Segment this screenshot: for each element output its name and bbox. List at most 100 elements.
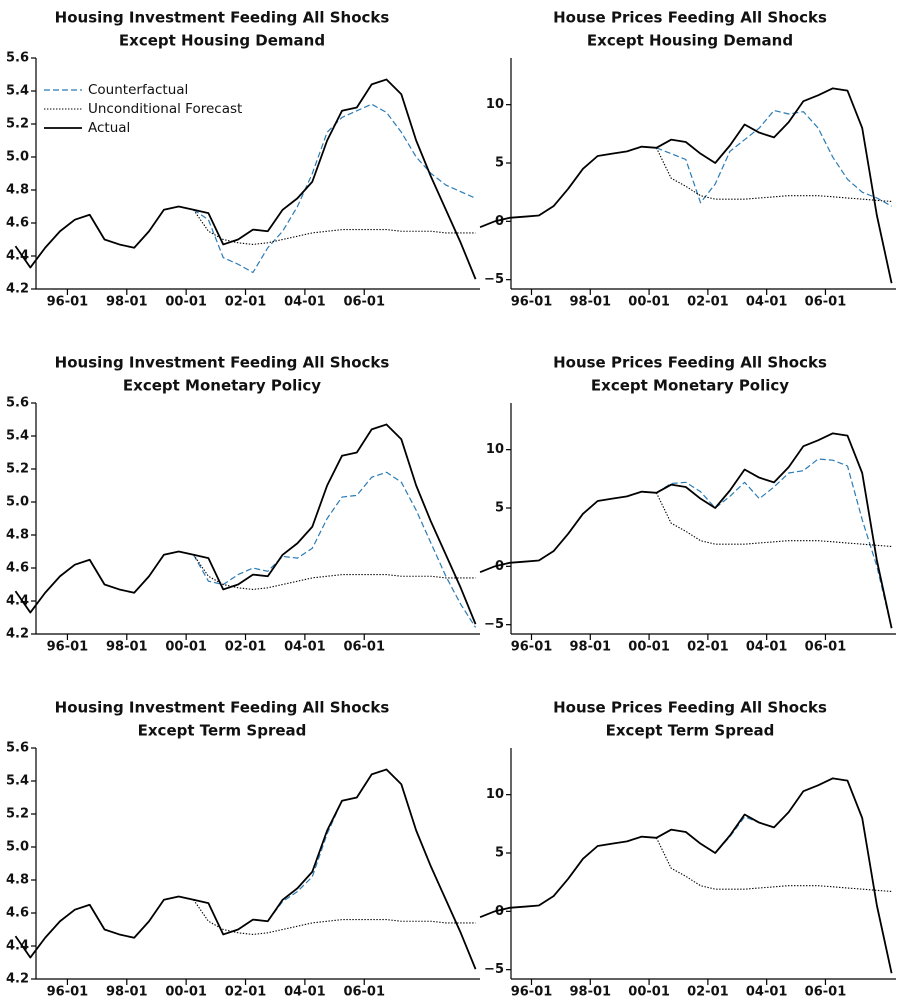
y-tick-label: 5.6 bbox=[6, 741, 29, 756]
series-line bbox=[479, 777, 893, 974]
y-tick-label: 5.0 bbox=[6, 840, 29, 855]
x-tick-label: 00-01 bbox=[628, 640, 670, 655]
legend-label: Counterfactual bbox=[88, 82, 188, 98]
series-line bbox=[193, 209, 476, 245]
x-tick-label: 96-01 bbox=[511, 295, 553, 310]
series-line bbox=[656, 777, 893, 974]
legend-label: Actual bbox=[88, 120, 130, 136]
x-tick-label: 02-01 bbox=[687, 640, 729, 655]
y-tick-label: 5.0 bbox=[6, 150, 29, 165]
panel-title: House Prices Feeding All Shocks bbox=[553, 354, 827, 372]
panel: House Prices Feeding All Shocks Except Mo… bbox=[479, 354, 896, 655]
panel-subtitle: Except Housing Demand bbox=[119, 32, 325, 50]
x-tick-label: 06-01 bbox=[343, 640, 385, 655]
y-tick-label: 5.2 bbox=[6, 807, 29, 822]
x-tick-label: 00-01 bbox=[165, 640, 207, 655]
panel: Housing Investment Feeding All Shocks Exc… bbox=[6, 354, 480, 655]
y-tick-label: 4.8 bbox=[6, 873, 29, 888]
panel-title: Housing Investment Feeding All Shocks bbox=[55, 699, 390, 717]
legend-label: Unconditional Forecast bbox=[88, 101, 242, 117]
y-tick-label: 4.4 bbox=[6, 939, 29, 954]
series-line bbox=[655, 147, 892, 203]
x-tick-label: 96-01 bbox=[47, 295, 89, 310]
x-tick-label: 04-01 bbox=[746, 640, 788, 655]
series-line bbox=[193, 103, 476, 274]
x-tick-label: 96-01 bbox=[47, 640, 89, 655]
y-tick-label: 4.4 bbox=[6, 594, 29, 609]
x-tick-label: 02-01 bbox=[225, 985, 267, 1000]
y-tick-label: 5 bbox=[495, 846, 504, 861]
series-line bbox=[656, 458, 893, 629]
x-tick-label: 00-01 bbox=[628, 295, 670, 310]
x-tick-label: 02-01 bbox=[225, 640, 267, 655]
y-tick-label: 5.6 bbox=[6, 396, 29, 411]
y-tick-label: 5.2 bbox=[6, 117, 29, 132]
x-tick-label: 00-01 bbox=[165, 985, 207, 1000]
series-line bbox=[193, 471, 477, 628]
series-line bbox=[656, 109, 892, 207]
x-tick-label: 00-01 bbox=[628, 985, 670, 1000]
series-line bbox=[655, 837, 892, 893]
series-line bbox=[14, 423, 477, 625]
y-tick-label: −5 bbox=[484, 617, 504, 632]
series-line bbox=[479, 432, 893, 629]
y-tick-label: 5.4 bbox=[6, 774, 29, 789]
x-tick-label: 06-01 bbox=[805, 640, 847, 655]
y-tick-label: 4.8 bbox=[6, 183, 29, 198]
y-tick-label: 10 bbox=[486, 442, 504, 457]
y-tick-label: 4.2 bbox=[6, 282, 29, 297]
x-tick-label: 02-01 bbox=[225, 295, 267, 310]
x-tick-label: 06-01 bbox=[805, 985, 847, 1000]
x-tick-label: 00-01 bbox=[165, 295, 207, 310]
series-line bbox=[14, 78, 477, 280]
panel: House Prices Feeding All Shocks Except Ho… bbox=[479, 9, 896, 310]
x-tick-label: 98-01 bbox=[106, 985, 148, 1000]
y-tick-label: 4.4 bbox=[6, 249, 29, 264]
x-tick-label: 04-01 bbox=[746, 985, 788, 1000]
series-line bbox=[655, 492, 892, 548]
panel: House Prices Feeding All Shocks Except Te… bbox=[479, 699, 896, 1000]
panel-subtitle: Except Housing Demand bbox=[587, 32, 793, 50]
y-tick-label: −5 bbox=[484, 272, 504, 287]
y-tick-label: 4.6 bbox=[6, 216, 29, 231]
x-tick-label: 04-01 bbox=[746, 295, 788, 310]
y-tick-label: 0 bbox=[495, 904, 504, 919]
x-tick-label: 96-01 bbox=[511, 640, 553, 655]
x-tick-label: 04-01 bbox=[284, 985, 326, 1000]
panel-title: Housing Investment Feeding All Shocks bbox=[55, 9, 390, 27]
panel-subtitle: Except Monetary Policy bbox=[591, 377, 789, 395]
x-tick-label: 98-01 bbox=[106, 295, 148, 310]
x-tick-label: 98-01 bbox=[570, 640, 612, 655]
panel-subtitle: Except Monetary Policy bbox=[123, 377, 321, 395]
panel: Housing Investment Feeding All Shocks Exc… bbox=[6, 699, 480, 1000]
x-tick-label: 04-01 bbox=[284, 295, 326, 310]
y-tick-label: 4.8 bbox=[6, 528, 29, 543]
series-line bbox=[193, 768, 477, 970]
x-tick-label: 98-01 bbox=[570, 985, 612, 1000]
panel-title: House Prices Feeding All Shocks bbox=[553, 9, 827, 27]
x-tick-label: 06-01 bbox=[343, 295, 385, 310]
x-tick-label: 06-01 bbox=[805, 295, 847, 310]
y-tick-label: 5.4 bbox=[6, 84, 29, 99]
series-line bbox=[193, 554, 476, 590]
y-tick-label: 5.2 bbox=[6, 462, 29, 477]
x-tick-label: 96-01 bbox=[511, 985, 553, 1000]
y-tick-label: 4.2 bbox=[6, 627, 29, 642]
y-tick-label: 4.2 bbox=[6, 972, 29, 987]
y-tick-label: 5.6 bbox=[6, 51, 29, 66]
panel: Housing Investment Feeding All Shocks Exc… bbox=[6, 9, 480, 310]
x-tick-label: 96-01 bbox=[47, 985, 89, 1000]
series-line bbox=[193, 899, 476, 935]
y-tick-label: −5 bbox=[484, 962, 504, 977]
y-tick-label: 4.6 bbox=[6, 561, 29, 576]
y-tick-label: 5 bbox=[495, 501, 504, 516]
panel-title: Housing Investment Feeding All Shocks bbox=[55, 354, 390, 372]
y-tick-label: 10 bbox=[486, 787, 504, 802]
y-tick-label: 4.6 bbox=[6, 906, 29, 921]
series-line bbox=[14, 768, 477, 970]
y-tick-label: 5.4 bbox=[6, 429, 29, 444]
series-line bbox=[479, 87, 893, 284]
panel-subtitle: Except Term Spread bbox=[138, 722, 307, 740]
